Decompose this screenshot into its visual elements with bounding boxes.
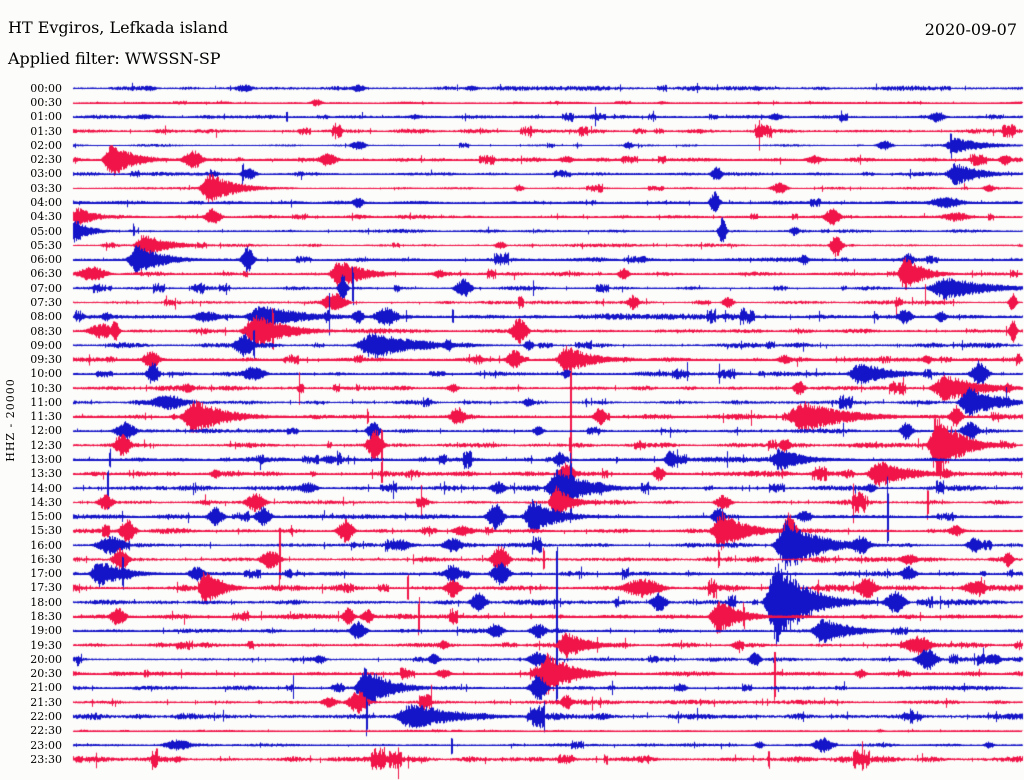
time-label: 16:00 — [30, 538, 62, 552]
time-label: 15:30 — [30, 524, 62, 538]
time-label: 10:00 — [30, 367, 62, 381]
time-label: 20:30 — [30, 667, 62, 681]
time-label: 17:00 — [30, 567, 62, 581]
time-label: 16:30 — [30, 552, 62, 566]
time-label: 19:30 — [30, 638, 62, 652]
time-label: 23:30 — [30, 752, 62, 766]
time-label: 03:00 — [30, 167, 62, 181]
time-label: 08:00 — [30, 310, 62, 324]
time-label: 12:30 — [30, 438, 62, 452]
time-label: 06:30 — [30, 267, 62, 281]
time-label: 11:30 — [30, 410, 62, 424]
time-label: 00:00 — [30, 81, 62, 95]
time-label: 18:30 — [30, 610, 62, 624]
time-label: 01:30 — [30, 124, 62, 138]
time-label: 09:00 — [30, 338, 62, 352]
time-label: 22:00 — [30, 709, 62, 723]
time-label: 18:00 — [30, 595, 62, 609]
time-label: 05:30 — [30, 238, 62, 252]
time-label: 21:00 — [30, 681, 62, 695]
time-label: 04:00 — [30, 196, 62, 210]
time-label: 06:00 — [30, 253, 62, 267]
time-label: 12:00 — [30, 424, 62, 438]
time-label: 07:30 — [30, 295, 62, 309]
time-label: 15:00 — [30, 510, 62, 524]
time-label: 13:00 — [30, 453, 62, 466]
time-label: 10:30 — [30, 381, 62, 395]
time-label: 05:00 — [30, 224, 62, 238]
time-label: 02:00 — [30, 138, 62, 152]
time-label: 13:30 — [30, 467, 62, 481]
time-label: 20:00 — [30, 652, 62, 666]
station-title: HT Evgiros, Lefkada island — [8, 18, 229, 37]
time-label: 21:30 — [30, 695, 62, 709]
date-label: 2020-09-07 — [924, 20, 1017, 39]
time-label: 09:30 — [30, 353, 62, 367]
filter-label: Applied filter: WWSSN-SP — [8, 49, 221, 68]
time-label: 02:30 — [30, 153, 62, 167]
time-label: 08:30 — [30, 324, 62, 338]
time-label: 03:30 — [30, 181, 62, 195]
time-label: 19:00 — [30, 624, 62, 638]
time-label: 23:00 — [30, 738, 62, 752]
time-label: 17:30 — [30, 581, 62, 595]
time-label: 04:30 — [30, 210, 62, 224]
time-label: 22:30 — [30, 724, 62, 738]
time-label: 00:30 — [30, 96, 62, 110]
time-label: 14:00 — [30, 481, 62, 495]
time-label: 01:00 — [30, 110, 62, 124]
time-label: 11:00 — [30, 395, 62, 409]
time-label: 14:30 — [30, 495, 62, 509]
time-label: 07:00 — [30, 281, 62, 295]
